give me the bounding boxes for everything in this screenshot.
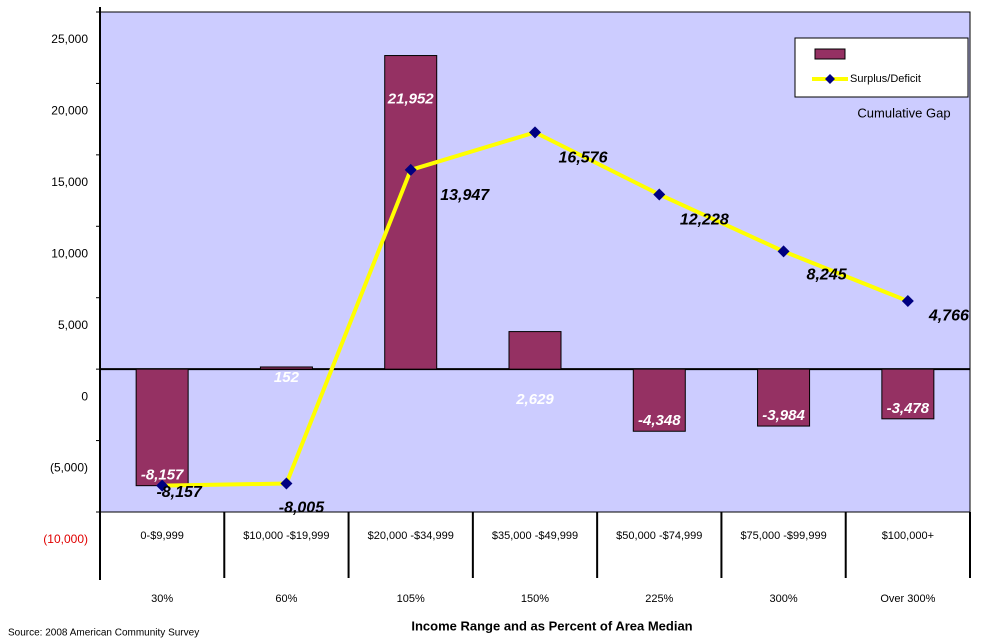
line-value-label: 13,947 — [440, 187, 490, 204]
legend-marker — [825, 74, 835, 84]
x-tick-label: $20,000 -$34,999 — [368, 530, 454, 542]
line-value-label: 4,766 — [928, 307, 969, 324]
line-marker — [156, 479, 169, 492]
bar — [135, 368, 189, 487]
legend-label: Surplus/Deficit — [850, 73, 921, 85]
source-note: Source: 2008 American Community Survey — [8, 628, 199, 639]
bar — [632, 368, 686, 432]
line-marker — [404, 163, 417, 176]
y-tick-label: 0 — [81, 389, 88, 403]
x-tick-label: $75,000 -$99,999 — [740, 530, 826, 542]
line-value-label: 8,245 — [807, 267, 848, 284]
bar-value-label: -3,478 — [887, 400, 930, 417]
y-tick-label: 15,000 — [51, 175, 88, 189]
x-percent-label: 60% — [275, 593, 297, 605]
x-percent-label: Over 300% — [880, 593, 935, 605]
legend-swatch — [814, 48, 846, 60]
annotation: Cumulative Gap — [857, 105, 950, 120]
y-tick-label: 20,000 — [51, 104, 88, 118]
bar — [881, 368, 935, 420]
y-tick-label: 10,000 — [51, 246, 88, 260]
x-tick-label: $50,000 -$74,999 — [616, 530, 702, 542]
x-tick-label: $35,000 -$49,999 — [492, 530, 578, 542]
x-percent-label: 150% — [521, 593, 549, 605]
y-tick-label: (5,000) — [50, 461, 88, 475]
bar-value-label: -8,157 — [141, 467, 184, 484]
x-axis-title: Income Range and as Percent of Area Medi… — [411, 618, 692, 633]
line-marker — [777, 245, 790, 258]
x-tick-label: $10,000 -$19,999 — [243, 530, 329, 542]
bar — [259, 366, 313, 370]
y-tick-label: (10,000) — [43, 532, 88, 546]
bar-value-label: 21,952 — [387, 91, 435, 108]
line-value-label: 16,576 — [559, 150, 608, 167]
bar-value-label: -3,984 — [762, 407, 805, 424]
line-value-label: 12,228 — [680, 212, 729, 229]
x-tick-label: 0-$9,999 — [140, 530, 183, 542]
x-percent-label: 225% — [645, 593, 673, 605]
line-value-label: -8,157 — [156, 484, 202, 501]
line-marker — [653, 188, 666, 201]
x-percent-label: 105% — [397, 593, 425, 605]
bar-value-label: -4,348 — [638, 412, 681, 429]
bar — [757, 368, 811, 427]
bar-value-label: 2,629 — [515, 391, 554, 408]
x-percent-label: 300% — [770, 593, 798, 605]
x-percent-label: 30% — [151, 593, 173, 605]
y-tick-label: 5,000 — [58, 318, 88, 332]
line-value-label: -8,005 — [279, 500, 325, 517]
line-marker — [280, 477, 293, 490]
line-marker — [901, 295, 914, 308]
legend-box — [794, 37, 969, 98]
line-marker — [529, 126, 541, 139]
bar — [508, 331, 562, 370]
y-tick-label: 25,000 — [51, 32, 88, 46]
bar-value-label: 152 — [274, 369, 300, 386]
x-tick-label: $100,000+ — [882, 530, 934, 542]
